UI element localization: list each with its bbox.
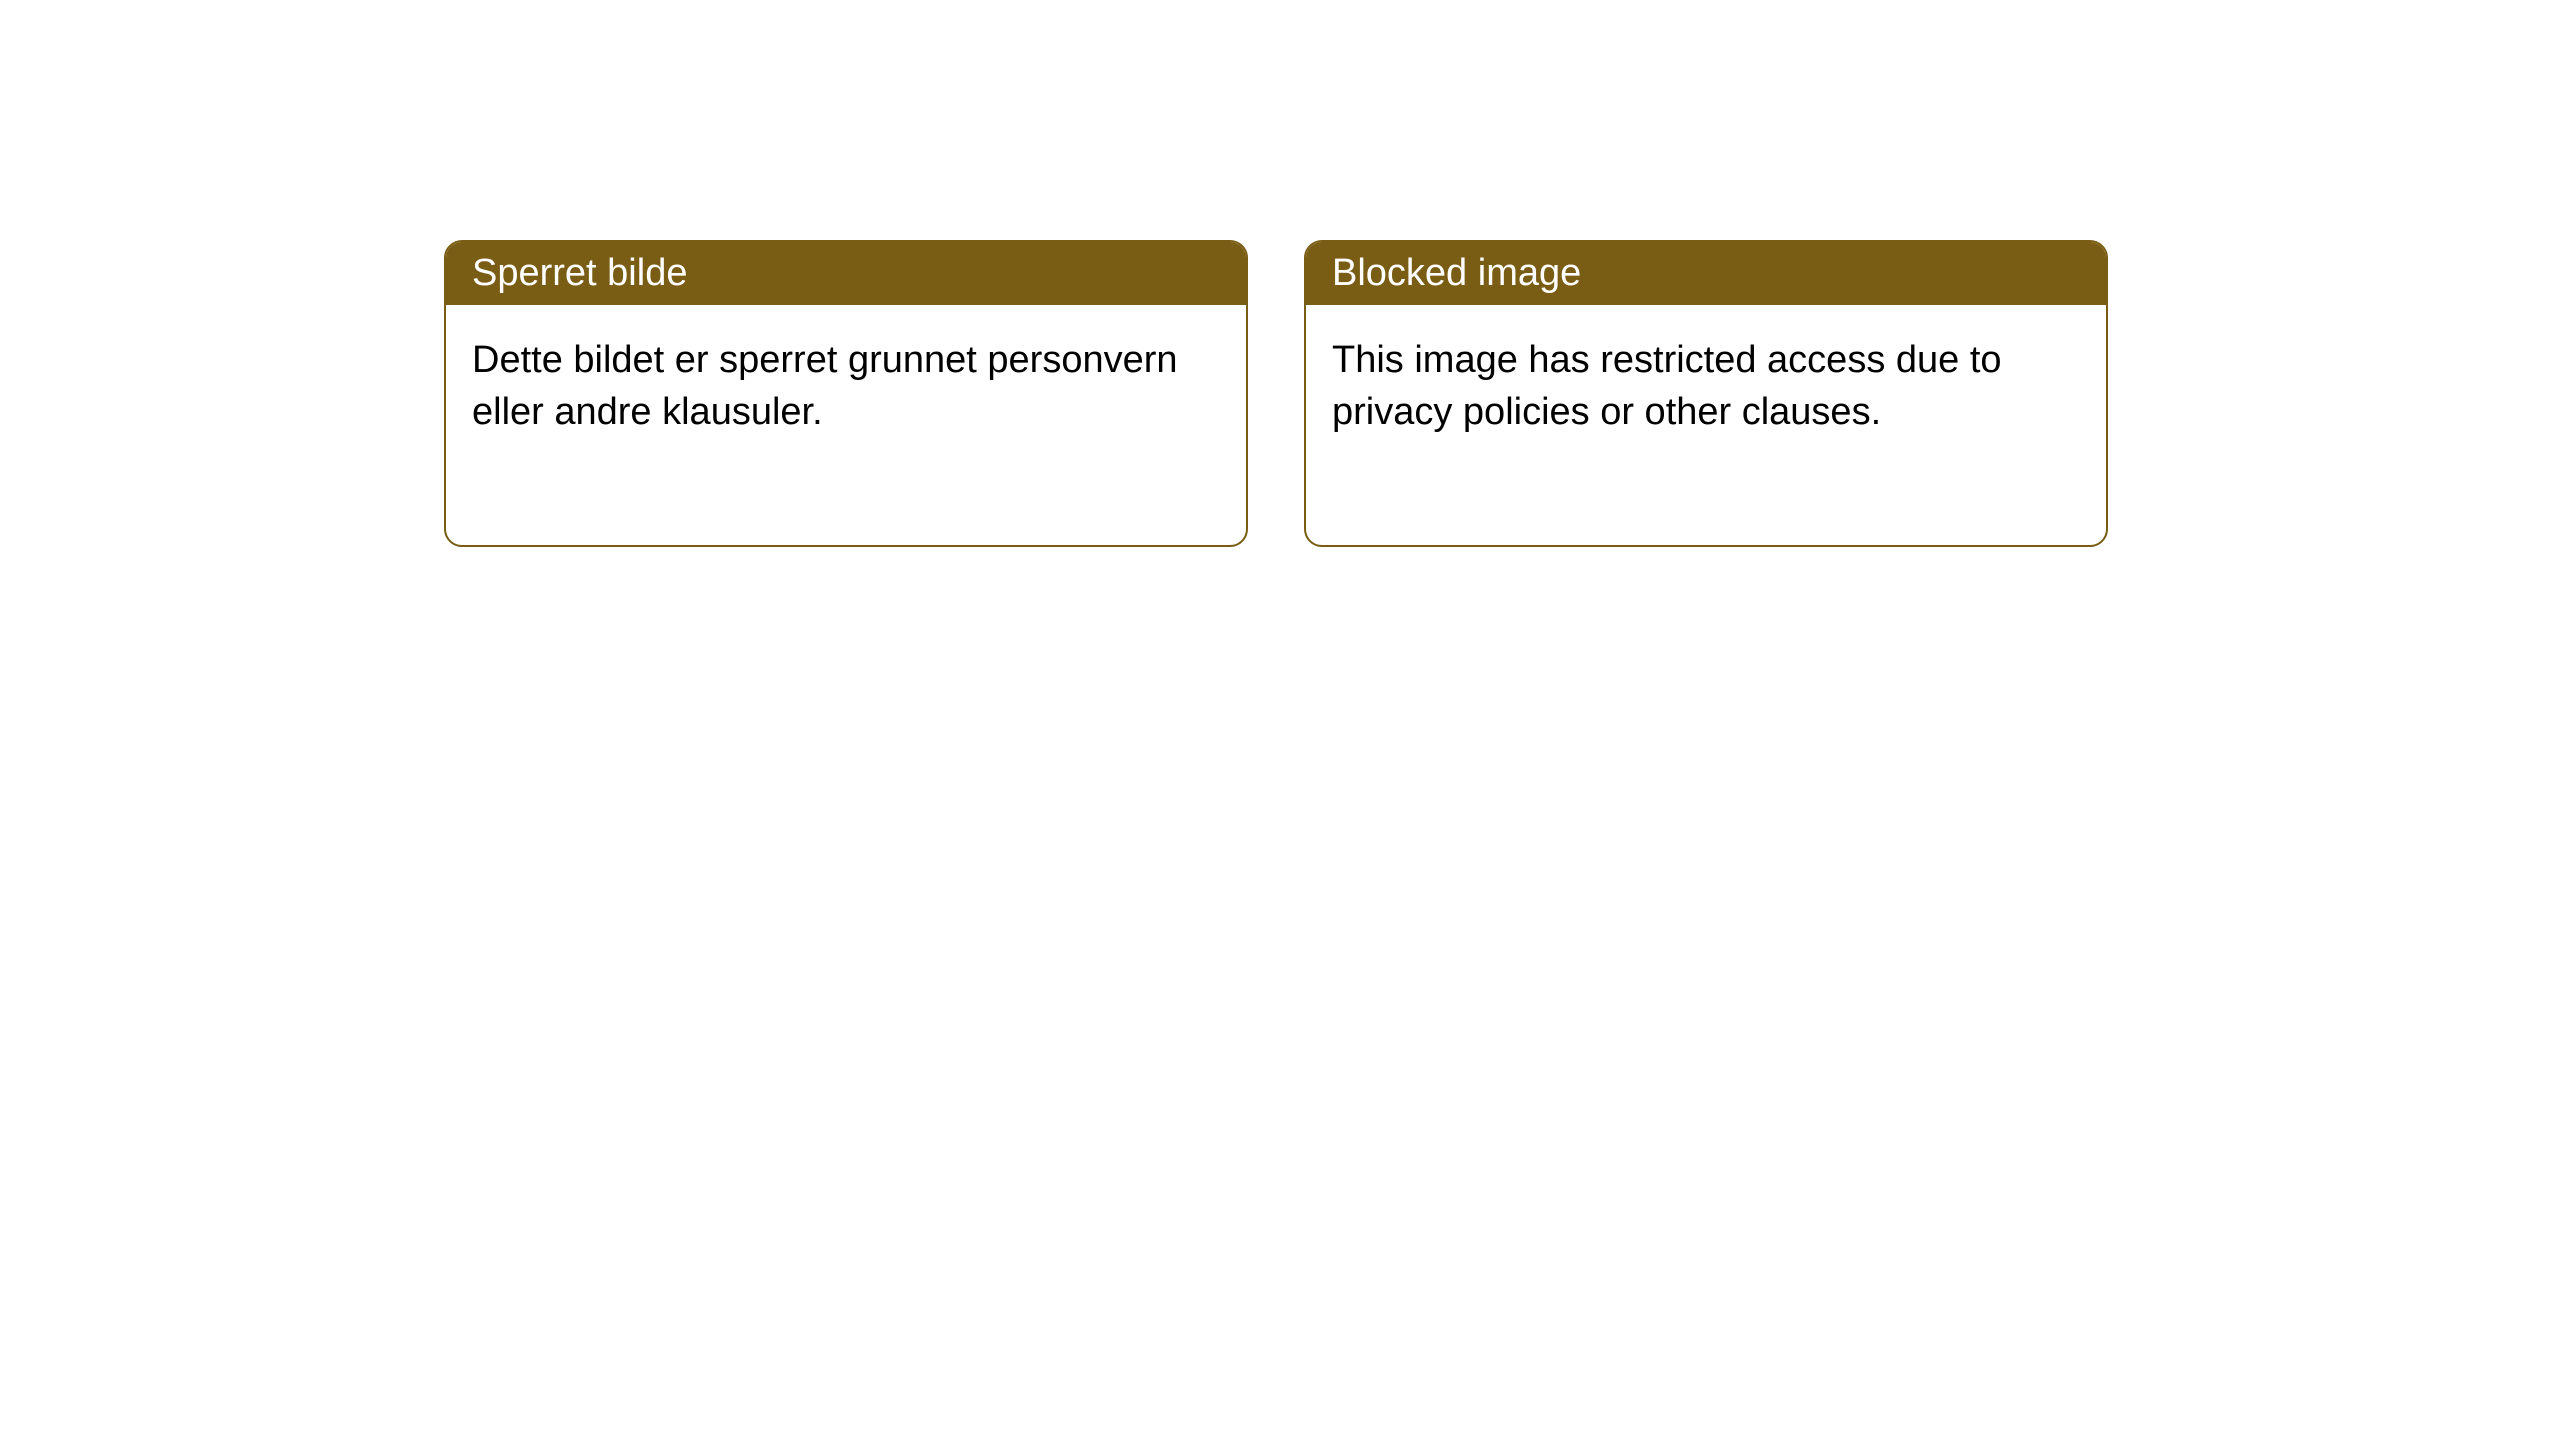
card-body: Dette bildet er sperret grunnet personve… [446, 305, 1246, 545]
notice-card-norwegian: Sperret bilde Dette bildet er sperret gr… [444, 240, 1248, 547]
card-body: This image has restricted access due to … [1306, 305, 2106, 545]
card-header: Blocked image [1306, 242, 2106, 305]
card-body-text: This image has restricted access due to … [1332, 339, 2002, 433]
card-header: Sperret bilde [446, 242, 1246, 305]
card-title: Sperret bilde [472, 252, 687, 294]
notice-container: Sperret bilde Dette bildet er sperret gr… [0, 0, 2560, 547]
card-body-text: Dette bildet er sperret grunnet personve… [472, 339, 1178, 433]
card-title: Blocked image [1332, 252, 1581, 294]
notice-card-english: Blocked image This image has restricted … [1304, 240, 2108, 547]
